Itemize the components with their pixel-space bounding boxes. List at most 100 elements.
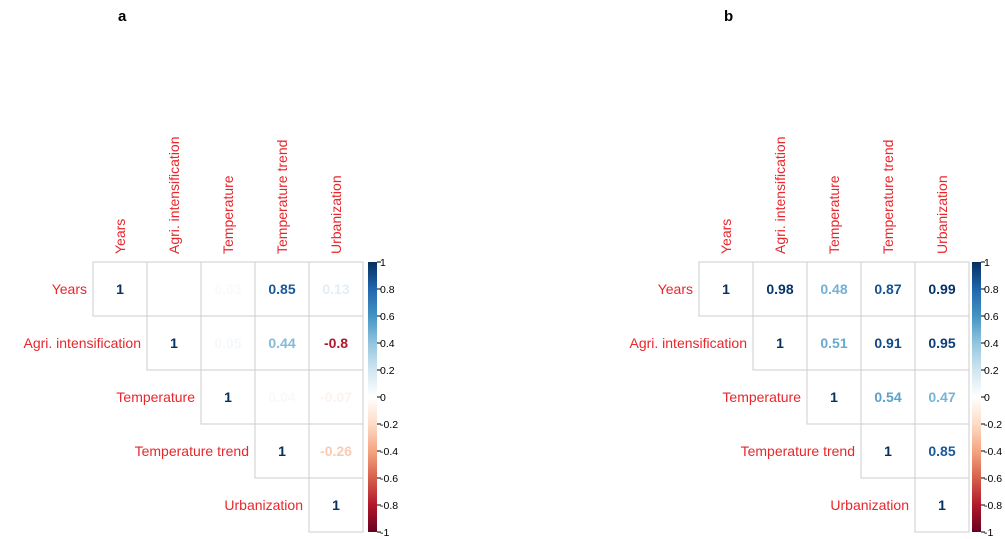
panel-label: a xyxy=(118,8,127,25)
cell-value: 1 xyxy=(170,335,178,351)
heatmap-cell xyxy=(308,477,364,533)
row-label: Urbanization xyxy=(224,497,303,513)
column-label: Agri. intensification xyxy=(166,136,182,254)
legend-tick-label: -0.2 xyxy=(380,419,398,431)
heatmap-cell xyxy=(146,261,202,317)
heatmap-cell xyxy=(752,261,808,317)
heatmap-cell xyxy=(308,369,364,425)
cell-value: 0.05 xyxy=(214,335,241,351)
heatmap-cell xyxy=(806,315,862,371)
cell-value: 0.85 xyxy=(928,443,955,459)
panel-label: b xyxy=(724,8,733,25)
legend-tick-label: 0.8 xyxy=(984,284,999,296)
row-label: Years xyxy=(658,281,693,297)
heatmap-cell xyxy=(914,477,970,533)
cell-value: -0.07 xyxy=(320,389,352,405)
row-label: Agri. intensification xyxy=(629,335,747,351)
column-label: Temperature xyxy=(220,175,236,254)
heatmap-cell xyxy=(860,261,916,317)
legend-tick-label: 0.4 xyxy=(984,338,999,350)
cell-value: 0.98 xyxy=(766,281,793,297)
heatmap-cell xyxy=(914,423,970,479)
legend-tick-label: -1 xyxy=(984,527,993,539)
cell-value: 0.51 xyxy=(820,335,847,351)
legend-tick-label: 0 xyxy=(984,392,990,404)
legend-tick-label: 1 xyxy=(380,257,386,269)
heatmap-cell xyxy=(254,423,310,479)
cell-value: 1 xyxy=(722,281,730,297)
row-label: Urbanization xyxy=(830,497,909,513)
cell-value: 0.13 xyxy=(322,281,349,297)
column-label: Urbanization xyxy=(934,175,950,254)
row-label: Temperature trend xyxy=(135,443,249,459)
cell-value: 0.04 xyxy=(268,389,295,405)
cell-value: 0.87 xyxy=(874,281,901,297)
color-scale-bar xyxy=(368,262,377,532)
legend-tick-label: 0.6 xyxy=(984,311,999,323)
color-scale-bar xyxy=(972,262,981,532)
legend-tick-label: -0.6 xyxy=(984,473,1002,485)
heatmap-cell xyxy=(860,315,916,371)
legend-tick-label: -0.2 xyxy=(984,419,1002,431)
heatmap-cell xyxy=(752,315,808,371)
legend-tick-label: -0.4 xyxy=(984,446,1002,458)
heatmap-cell xyxy=(308,423,364,479)
legend-tick-label: -0.8 xyxy=(380,500,398,512)
heatmap-cell xyxy=(914,369,970,425)
legend-tick-label: -0.4 xyxy=(380,446,398,458)
heatmap-cell xyxy=(806,261,862,317)
heatmap-cell xyxy=(806,369,862,425)
panel-b: b Years Agri. intensification Temperature Te… xyxy=(629,8,1002,539)
legend-tick-label: 0.6 xyxy=(380,311,395,323)
cell-value: 0.03 xyxy=(214,281,241,297)
row-label: Temperature xyxy=(722,389,801,405)
column-label: Agri. intensification xyxy=(772,136,788,254)
cell-value: 1 xyxy=(938,497,946,513)
cell-value: 0.85 xyxy=(268,281,295,297)
row-label: Years xyxy=(52,281,87,297)
cell-value: 0.48 xyxy=(820,281,847,297)
cell-value: 0.99 xyxy=(928,281,955,297)
heatmap-cell xyxy=(200,261,256,317)
row-label: Temperature xyxy=(116,389,195,405)
cell-value: 0.95 xyxy=(928,335,955,351)
cell-value: 0.44 xyxy=(268,335,295,351)
column-label: Years xyxy=(718,219,734,254)
column-label: Temperature trend xyxy=(274,140,290,254)
cell-value: 0.91 xyxy=(874,335,901,351)
legend-tick-label: -1 xyxy=(380,527,389,539)
legend-tick-label: 0 xyxy=(380,392,386,404)
legend-tick-label: -0.8 xyxy=(984,500,1002,512)
cell-value: -0.8 xyxy=(324,335,348,351)
heatmap-cell xyxy=(146,315,202,371)
legend-tick-label: -0.6 xyxy=(380,473,398,485)
column-label: Urbanization xyxy=(328,175,344,254)
heatmap-cell xyxy=(254,315,310,371)
panel-a: a Years Agri. intensification Temperature Te… xyxy=(23,8,398,539)
heatmap-cell xyxy=(200,369,256,425)
cell-value: 0.54 xyxy=(874,389,901,405)
cell-value: 1 xyxy=(278,443,286,459)
column-label: Years xyxy=(112,219,128,254)
cell-value: 1 xyxy=(884,443,892,459)
cell-value: 1 xyxy=(224,389,232,405)
heatmap-cell xyxy=(92,261,148,317)
cell-value: 1 xyxy=(332,497,340,513)
heatmap-cell xyxy=(698,261,754,317)
heatmap-cell xyxy=(914,261,970,317)
cell-value: 0.01 xyxy=(160,281,187,297)
cell-value: 1 xyxy=(830,389,838,405)
legend-tick-label: 1 xyxy=(984,257,990,269)
legend-tick-label: 0.2 xyxy=(984,365,999,377)
legend-tick-label: 0.2 xyxy=(380,365,395,377)
row-label: Agri. intensification xyxy=(23,335,141,351)
row-label: Temperature trend xyxy=(741,443,855,459)
cell-value: 0.47 xyxy=(928,389,955,405)
legend-tick-label: 0.8 xyxy=(380,284,395,296)
legend-tick-label: 0.4 xyxy=(380,338,395,350)
heatmap-cell xyxy=(914,315,970,371)
column-label: Temperature xyxy=(826,175,842,254)
column-label: Temperature trend xyxy=(880,140,896,254)
cell-value: 1 xyxy=(116,281,124,297)
